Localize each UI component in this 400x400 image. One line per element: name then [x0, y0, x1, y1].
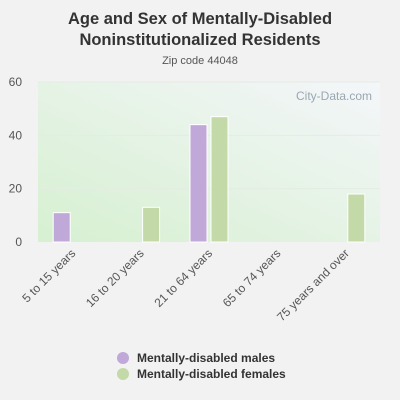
- x-tick-label: 75 years and over: [274, 246, 352, 324]
- x-tick-label: 65 to 74 years: [220, 246, 284, 310]
- legend-label-males: Mentally-disabled males: [137, 351, 276, 365]
- y-tick-label: 40: [9, 128, 23, 142]
- y-tick-label: 60: [9, 75, 23, 89]
- legend-swatch-females: [117, 368, 129, 380]
- legend-swatch-males: [117, 352, 129, 364]
- legend-label-females: Mentally-disabled females: [137, 367, 286, 381]
- bar-females: [142, 206, 161, 243]
- bar-males: [52, 212, 71, 243]
- chart-subtitle: Zip code 44048: [162, 55, 238, 67]
- y-tick-label: 0: [15, 235, 22, 249]
- bar-males: [189, 124, 208, 243]
- bar-females: [210, 116, 229, 243]
- legend-item-females: Mentally-disabled females: [117, 366, 286, 382]
- legend-item-males: Mentally-disabled males: [117, 350, 286, 366]
- chart-title: Age and Sex of Mentally-Disabled Noninst…: [67, 10, 333, 49]
- legend: Mentally-disabled males Mentally-disable…: [117, 350, 286, 382]
- x-tick-label: 5 to 15 years: [19, 246, 78, 305]
- watermark: City-Data.com: [296, 89, 372, 103]
- y-tick-label: 20: [9, 182, 23, 196]
- x-tick-label: 21 to 64 years: [151, 246, 215, 310]
- bar-females: [347, 193, 366, 243]
- x-tick-label: 16 to 20 years: [83, 246, 147, 310]
- plot-background: [38, 82, 380, 242]
